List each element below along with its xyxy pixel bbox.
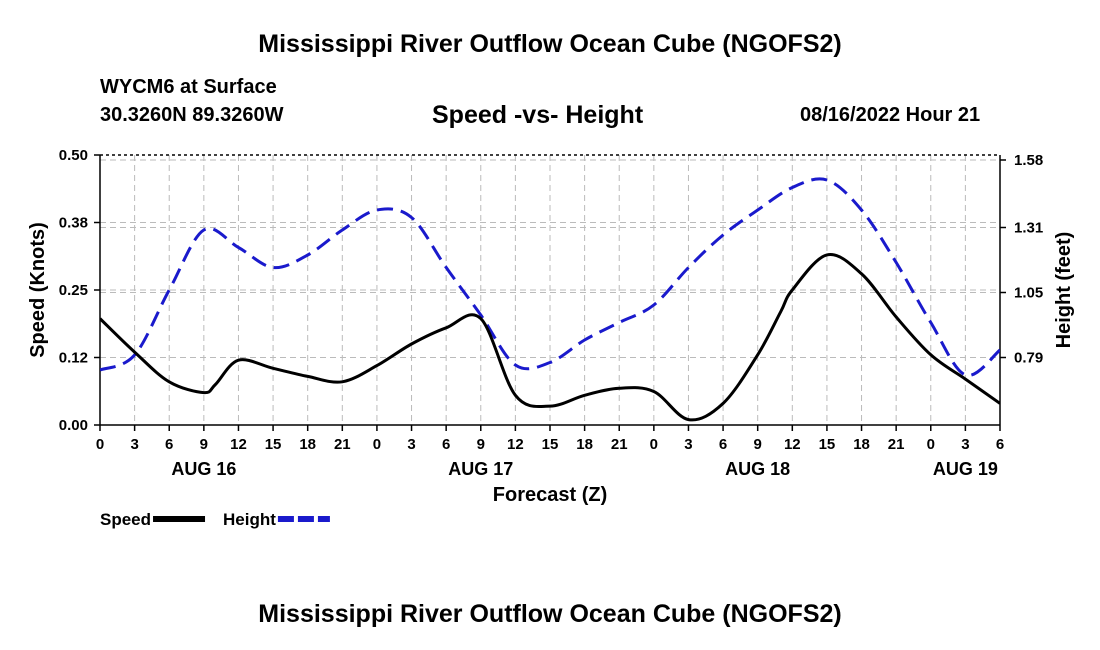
x-tick-label: 3 [130,436,138,453]
x-axis-title: Forecast (Z) [493,484,607,506]
series-line-height [100,177,1000,377]
x-tick-label: 0 [96,436,104,453]
chart-subtitle: Speed -vs- Height [432,101,644,129]
legend-label-speed: Speed [100,510,151,529]
x-date-label: AUG 19 [933,459,998,479]
y-axis-title: Speed (Knots) [27,222,49,358]
y2-tick-label: 1.31 [1014,220,1043,237]
coordinates-label: 30.3260N 89.3260W [100,104,284,126]
x-tick-label: 15 [265,436,282,453]
x-tick-label: 18 [576,436,593,453]
x-tick-label: 6 [719,436,727,453]
x-tick-label: 0 [373,436,381,453]
x-tick-label: 21 [888,436,905,453]
x-tick-label: 3 [961,436,969,453]
x-tick-label: 18 [853,436,870,453]
x-tick-label: 6 [165,436,173,453]
x-tick-label: 12 [230,436,247,453]
chart-title: Mississippi River Outflow Ocean Cube (NG… [258,30,842,58]
x-tick-label: 6 [442,436,450,453]
y-tick-label: 0.25 [59,282,88,299]
x-tick-label: 15 [819,436,836,453]
x-tick-label: 3 [684,436,692,453]
x-date-label: AUG 18 [725,459,790,479]
x-tick-label: 12 [784,436,801,453]
x-tick-label: 21 [334,436,351,453]
y2-tick-label: 1.05 [1014,285,1043,302]
x-tick-label: 12 [507,436,524,453]
y-tick-label: 0.12 [59,350,88,367]
station-label: WYCM6 at Surface [100,76,277,98]
footer-title: Mississippi River Outflow Ocean Cube (NG… [258,600,842,628]
y-tick-label: 0.00 [59,417,88,434]
x-tick-label: 9 [754,436,762,453]
x-tick-label: 9 [477,436,485,453]
x-date-label: AUG 17 [448,459,513,479]
y-tick-label: 0.50 [59,147,88,164]
y2-tick-label: 1.58 [1014,152,1043,169]
x-tick-label: 21 [611,436,628,453]
series-line-speed [100,253,1000,422]
y2-axis-title: Height (feet) [1053,232,1075,349]
x-tick-label: 9 [200,436,208,453]
x-tick-label: 3 [407,436,415,453]
x-tick-label: 0 [927,436,935,453]
x-date-label: AUG 16 [171,459,236,479]
y-tick-label: 0.38 [59,215,88,232]
legend-label-height: Height [223,510,276,529]
x-tick-label: 0 [650,436,658,453]
forecast-datetime: 08/16/2022 Hour 21 [800,104,981,126]
x-tick-label: 15 [542,436,559,453]
y2-tick-label: 0.79 [1014,350,1043,367]
x-tick-label: 6 [996,436,1004,453]
x-tick-label: 18 [299,436,316,453]
